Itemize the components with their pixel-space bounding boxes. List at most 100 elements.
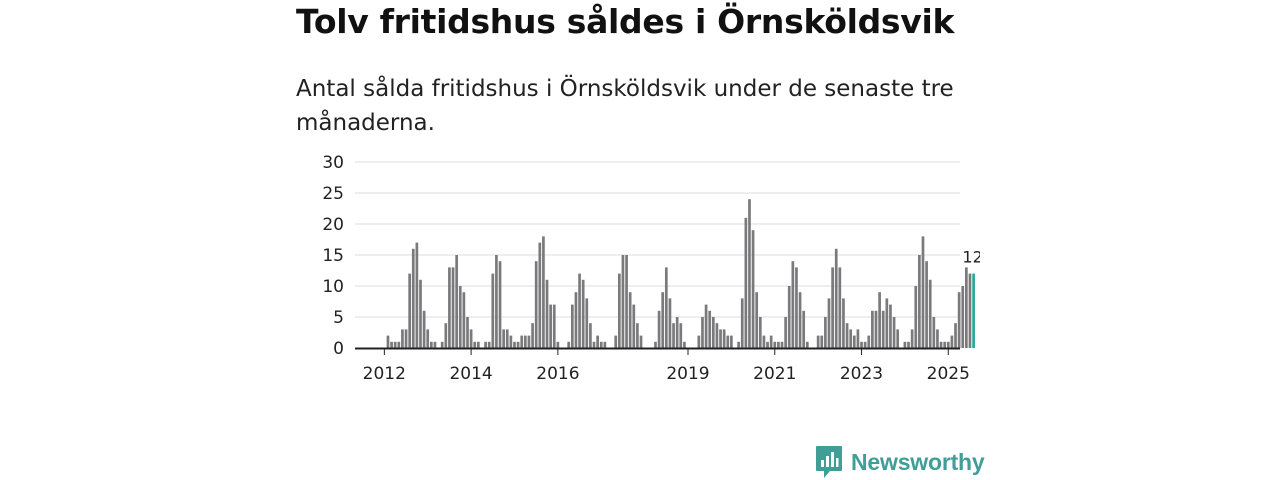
- bar: [592, 341, 596, 348]
- bar: [545, 279, 549, 348]
- bar: [466, 317, 469, 348]
- bar: [755, 292, 759, 348]
- bar: [404, 329, 408, 348]
- bar: [570, 304, 574, 348]
- bar: [740, 298, 744, 348]
- bar: [625, 255, 628, 348]
- bar: [574, 292, 578, 348]
- bar: [860, 341, 863, 348]
- bar: [552, 304, 556, 348]
- bar: [668, 298, 672, 348]
- bar: [928, 279, 932, 348]
- newsworthy-logo[interactable]: Newsworthy: [815, 445, 985, 479]
- y-tick-label-0: 0: [333, 339, 344, 359]
- x-tick-label-2025: 2025: [927, 364, 970, 384]
- bar: [476, 341, 480, 348]
- bar: [849, 329, 853, 348]
- bar: [918, 255, 921, 348]
- bar: [549, 304, 552, 348]
- bar: [516, 341, 520, 348]
- bar: [925, 261, 928, 348]
- y-tick-label-30: 30: [322, 153, 344, 173]
- bar: [484, 341, 487, 348]
- bar: [636, 323, 639, 348]
- bar: [534, 261, 538, 348]
- bar: [599, 341, 603, 348]
- bar: [834, 248, 838, 348]
- bar: [491, 273, 495, 348]
- brand-name: Newsworthy: [851, 448, 985, 475]
- bar: [513, 341, 516, 348]
- bar: [867, 335, 871, 348]
- bar: [639, 335, 643, 348]
- bar: [596, 335, 599, 348]
- bar: [798, 292, 802, 348]
- bar: [921, 236, 925, 348]
- x-tick-label-2014: 2014: [449, 364, 492, 384]
- bar: [722, 329, 726, 348]
- bar: [896, 329, 900, 348]
- y-tick-label-15: 15: [322, 246, 344, 266]
- bar: [748, 199, 751, 348]
- bar: [458, 286, 462, 348]
- bar: [820, 335, 824, 348]
- bar: [683, 341, 686, 348]
- bar: [603, 341, 607, 348]
- bar: [523, 335, 527, 348]
- bar: [487, 341, 491, 348]
- bar: [527, 335, 531, 348]
- bar: [448, 267, 451, 348]
- bar: [907, 341, 910, 348]
- bar: [711, 317, 715, 348]
- y-tick-label-5: 5: [333, 308, 344, 328]
- bar: [946, 341, 950, 348]
- bar: [943, 341, 947, 348]
- bar: [780, 341, 784, 348]
- bar: [462, 292, 466, 348]
- bar: [871, 310, 874, 348]
- bar: [950, 335, 954, 348]
- bar: [415, 242, 419, 348]
- bar: [440, 341, 444, 348]
- bar: [715, 323, 719, 348]
- data-label-latest: 12: [962, 248, 980, 267]
- bar: [762, 335, 766, 348]
- bar: [390, 341, 393, 348]
- bar: [556, 341, 560, 348]
- bar: [730, 335, 733, 348]
- bar: [495, 255, 498, 348]
- bar: [585, 298, 589, 348]
- bar: [885, 298, 889, 348]
- bar: [664, 267, 668, 348]
- bar: [968, 273, 972, 348]
- bar: [777, 341, 780, 348]
- bar: [589, 323, 592, 348]
- chart-subtitle: Antal sålda fritidshus i Örnsköldsvik un…: [296, 76, 954, 136]
- bar: [881, 310, 885, 348]
- chart-axes: [355, 347, 960, 355]
- page-title: Tolv fritidshus såldes i Örnsköldsvik: [296, 2, 955, 41]
- bar: [614, 335, 618, 348]
- bar: [675, 317, 679, 348]
- bar: [863, 341, 867, 348]
- x-tick-label-2021: 2021: [753, 364, 796, 384]
- bar: [856, 329, 860, 348]
- bar: [621, 255, 625, 348]
- bar: [654, 341, 657, 348]
- bar: [531, 323, 534, 348]
- x-tick-label-2019: 2019: [666, 364, 709, 384]
- bar: [567, 341, 571, 348]
- chart-gridlines: [355, 161, 960, 318]
- bar: [957, 292, 961, 348]
- bar: [397, 341, 401, 348]
- bar: [719, 329, 722, 348]
- bar: [657, 310, 661, 348]
- bar: [910, 329, 914, 348]
- bar: [845, 323, 849, 348]
- bar: [726, 335, 730, 348]
- bar: [455, 255, 458, 348]
- bar: [408, 273, 412, 348]
- bar: [795, 267, 798, 348]
